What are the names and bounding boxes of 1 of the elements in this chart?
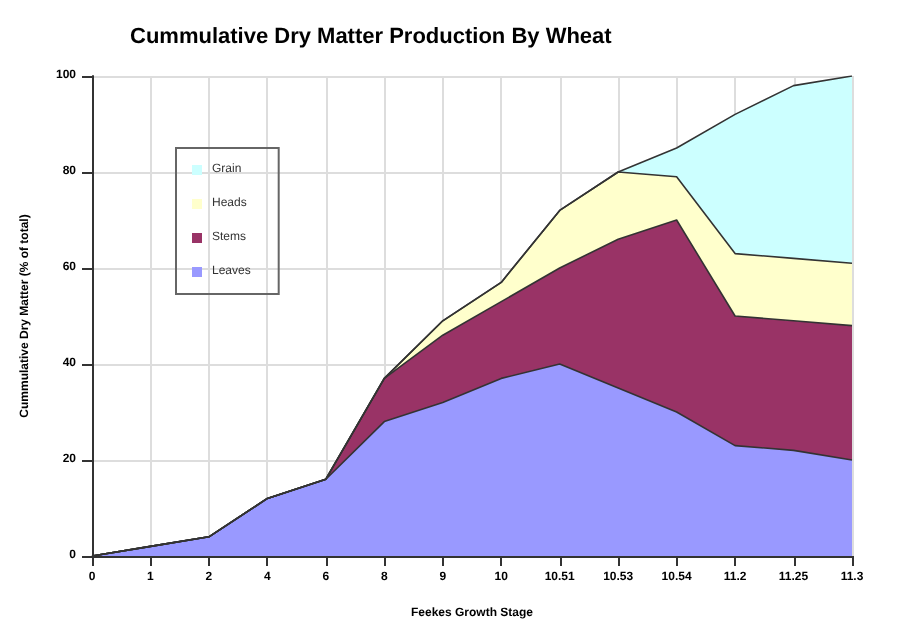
chart-title: Cummulative Dry Matter Production By Wheat — [130, 25, 613, 49]
